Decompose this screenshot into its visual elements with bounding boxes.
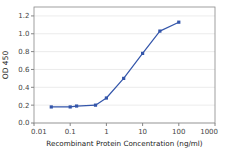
x-tick-label: 10 — [138, 128, 147, 136]
data-point — [105, 96, 108, 99]
plot-area — [34, 7, 215, 123]
grid-line — [34, 87, 215, 88]
grid-line — [34, 33, 215, 34]
x-tick — [70, 123, 71, 126]
x-tick — [178, 123, 179, 126]
grid-line — [34, 69, 215, 70]
y-tick — [31, 87, 34, 88]
x-tick-label: 1 — [104, 128, 108, 136]
y-tick — [31, 123, 34, 124]
data-point — [141, 52, 144, 55]
y-tick-label: 0.8 — [18, 48, 29, 56]
y-axis-label: OD 450 — [1, 51, 10, 80]
x-axis-label: Recombinant Protein Concentration (ng/ml… — [46, 139, 203, 148]
y-tick-label: 0.4 — [18, 84, 30, 92]
chart: 0.0 0.2 0.4 0.6 0.8 1.0 1.2 0.01 0.1 1 10 100 1000 Re… — [0, 0, 225, 150]
y-tick-label: 0.6 — [18, 66, 30, 74]
plot-frame — [34, 7, 215, 123]
x-tick-label: 0.01 — [31, 128, 47, 136]
data-point — [75, 104, 78, 107]
data-point — [50, 105, 53, 108]
x-tick-label: 1000 — [200, 128, 218, 136]
y-tick — [31, 15, 34, 16]
grid-line — [34, 51, 215, 52]
y-tick — [31, 105, 34, 106]
y-tick — [31, 51, 34, 52]
y-tick-label: 1.2 — [18, 12, 29, 20]
x-tick — [106, 123, 107, 126]
grid-line — [34, 15, 215, 16]
series — [50, 21, 181, 109]
y-tick — [31, 69, 34, 70]
data-point — [94, 104, 97, 107]
x-tick — [215, 123, 216, 126]
y-tick-label: 1.0 — [18, 30, 29, 38]
data-point — [158, 29, 161, 32]
x-tick — [142, 123, 143, 126]
x-tick-label: 0.1 — [65, 128, 76, 136]
x-tick — [34, 123, 35, 126]
grid-line — [34, 105, 215, 106]
y-tick-label: 0.2 — [18, 102, 29, 110]
y-tick-label: 0.0 — [18, 119, 29, 127]
y-tick — [31, 33, 34, 34]
data-point — [177, 21, 180, 24]
x-tick-label: 100 — [172, 128, 185, 136]
data-point — [122, 77, 125, 80]
data-line — [51, 22, 179, 107]
data-point — [69, 105, 72, 108]
